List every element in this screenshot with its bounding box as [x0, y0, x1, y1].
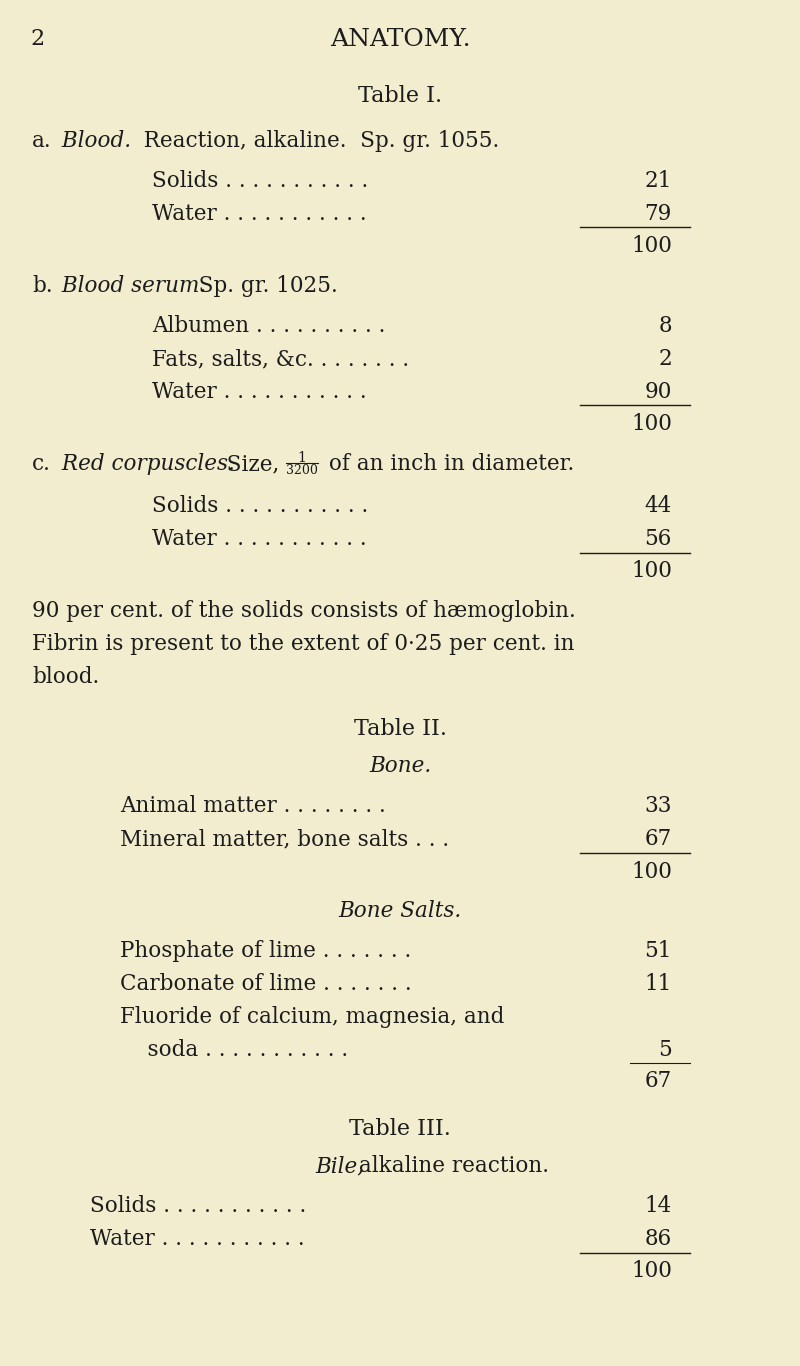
Text: 33: 33: [645, 795, 672, 817]
Text: Blood serum.: Blood serum.: [55, 275, 206, 296]
Text: 100: 100: [631, 235, 672, 257]
Text: soda . . . . . . . . . . .: soda . . . . . . . . . . .: [120, 1040, 348, 1061]
Text: 2: 2: [30, 27, 44, 51]
Text: Sp. gr. 1025.: Sp. gr. 1025.: [185, 275, 338, 296]
Text: Fluoride of calcium, magnesia, and: Fluoride of calcium, magnesia, and: [120, 1005, 504, 1029]
Text: Red corpuscles.: Red corpuscles.: [55, 454, 235, 475]
Text: Albumen . . . . . . . . . .: Albumen . . . . . . . . . .: [152, 316, 386, 337]
Text: 14: 14: [645, 1195, 672, 1217]
Text: 3200: 3200: [286, 464, 318, 477]
Text: Carbonate of lime . . . . . . .: Carbonate of lime . . . . . . .: [120, 973, 412, 994]
Text: 67: 67: [645, 1070, 672, 1091]
Text: Reaction, alkaline.  Sp. gr. 1055.: Reaction, alkaline. Sp. gr. 1055.: [130, 130, 499, 152]
Text: Mineral matter, bone salts . . .: Mineral matter, bone salts . . .: [120, 828, 449, 850]
Text: 86: 86: [645, 1228, 672, 1250]
Text: Solids . . . . . . . . . . .: Solids . . . . . . . . . . .: [152, 169, 368, 193]
Text: a.: a.: [32, 130, 52, 152]
Text: of an inch in diameter.: of an inch in diameter.: [322, 454, 574, 475]
Text: 90 per cent. of the solids consists of hæmoglobin.: 90 per cent. of the solids consists of h…: [32, 600, 576, 622]
Text: blood.: blood.: [32, 667, 99, 688]
Text: Water . . . . . . . . . . .: Water . . . . . . . . . . .: [152, 529, 366, 550]
Text: 21: 21: [645, 169, 672, 193]
Text: Water . . . . . . . . . . .: Water . . . . . . . . . . .: [152, 204, 366, 225]
Text: 79: 79: [645, 204, 672, 225]
Text: Blood.: Blood.: [55, 130, 131, 152]
Text: 5: 5: [658, 1040, 672, 1061]
Text: Table III.: Table III.: [349, 1117, 451, 1141]
Text: 11: 11: [645, 973, 672, 994]
Text: 100: 100: [631, 413, 672, 434]
Text: 100: 100: [631, 560, 672, 582]
Text: 1: 1: [298, 451, 306, 464]
Text: Water . . . . . . . . . . .: Water . . . . . . . . . . .: [90, 1228, 305, 1250]
Text: Solids . . . . . . . . . . .: Solids . . . . . . . . . . .: [152, 494, 368, 516]
Text: Phosphate of lime . . . . . . .: Phosphate of lime . . . . . . .: [120, 940, 411, 962]
Text: Table II.: Table II.: [354, 719, 446, 740]
Text: ANATOMY.: ANATOMY.: [330, 27, 470, 51]
Text: alkaline reaction.: alkaline reaction.: [352, 1156, 549, 1177]
Text: Fats, salts, &c. . . . . . . .: Fats, salts, &c. . . . . . . .: [152, 348, 409, 370]
Text: 51: 51: [645, 940, 672, 962]
Text: 8: 8: [658, 316, 672, 337]
Text: 44: 44: [645, 494, 672, 516]
Text: Animal matter . . . . . . . .: Animal matter . . . . . . . .: [120, 795, 386, 817]
Text: 100: 100: [631, 1259, 672, 1283]
Text: 56: 56: [645, 529, 672, 550]
Text: Bone Salts.: Bone Salts.: [338, 900, 462, 922]
Text: 67: 67: [645, 828, 672, 850]
Text: b.: b.: [32, 275, 53, 296]
Text: c.: c.: [32, 454, 51, 475]
Text: Solids . . . . . . . . . . .: Solids . . . . . . . . . . .: [90, 1195, 306, 1217]
Text: 90: 90: [645, 381, 672, 403]
Text: 2: 2: [658, 348, 672, 370]
Text: Table I.: Table I.: [358, 85, 442, 107]
Text: Bone.: Bone.: [369, 755, 431, 777]
Text: 100: 100: [631, 861, 672, 882]
Text: Size,: Size,: [213, 454, 286, 475]
Text: Water . . . . . . . . . . .: Water . . . . . . . . . . .: [152, 381, 366, 403]
Text: Bile,: Bile,: [315, 1156, 364, 1177]
Text: Fibrin is present to the extent of 0·25 per cent. in: Fibrin is present to the extent of 0·25 …: [32, 632, 574, 656]
